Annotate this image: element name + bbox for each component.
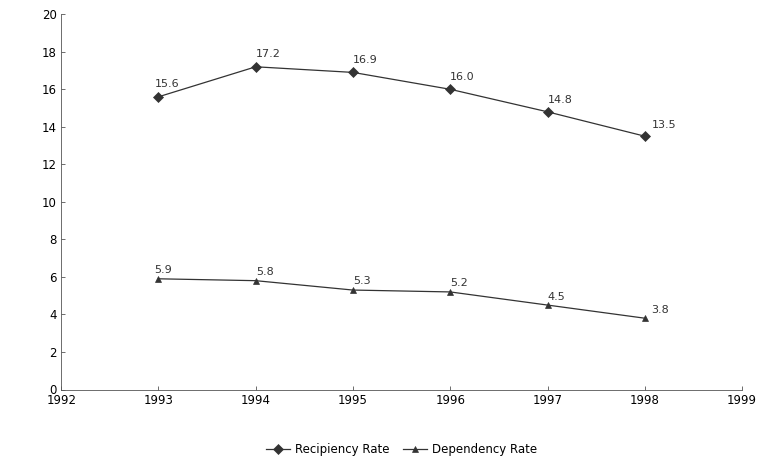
Dependency Rate — [348, 287, 357, 293]
Recipiency Rate — [640, 133, 649, 139]
Line: Dependency Rate: Dependency Rate — [155, 276, 648, 322]
Legend: Recipiency Rate, Dependency Rate: Recipiency Rate, Dependency Rate — [262, 438, 542, 461]
Text: 13.5: 13.5 — [652, 120, 676, 130]
Text: 5.8: 5.8 — [256, 266, 273, 276]
Dependency Rate — [251, 278, 260, 284]
Text: 5.2: 5.2 — [451, 278, 468, 288]
Text: 4.5: 4.5 — [548, 292, 565, 302]
Text: 5.3: 5.3 — [353, 276, 370, 286]
Dependency Rate — [543, 302, 552, 308]
Text: 14.8: 14.8 — [548, 95, 572, 105]
Dependency Rate — [154, 276, 163, 282]
Dependency Rate — [446, 289, 455, 295]
Text: 17.2: 17.2 — [256, 49, 281, 59]
Text: 16.0: 16.0 — [451, 72, 475, 82]
Recipiency Rate — [543, 109, 552, 114]
Recipiency Rate — [348, 69, 357, 75]
Text: 5.9: 5.9 — [155, 265, 172, 275]
Text: 3.8: 3.8 — [652, 305, 669, 315]
Recipiency Rate — [446, 86, 455, 92]
Text: 16.9: 16.9 — [353, 55, 378, 65]
Recipiency Rate — [251, 64, 260, 70]
Text: 15.6: 15.6 — [155, 79, 179, 89]
Dependency Rate — [640, 315, 649, 321]
Line: Recipiency Rate: Recipiency Rate — [155, 63, 648, 140]
Recipiency Rate — [154, 94, 163, 100]
